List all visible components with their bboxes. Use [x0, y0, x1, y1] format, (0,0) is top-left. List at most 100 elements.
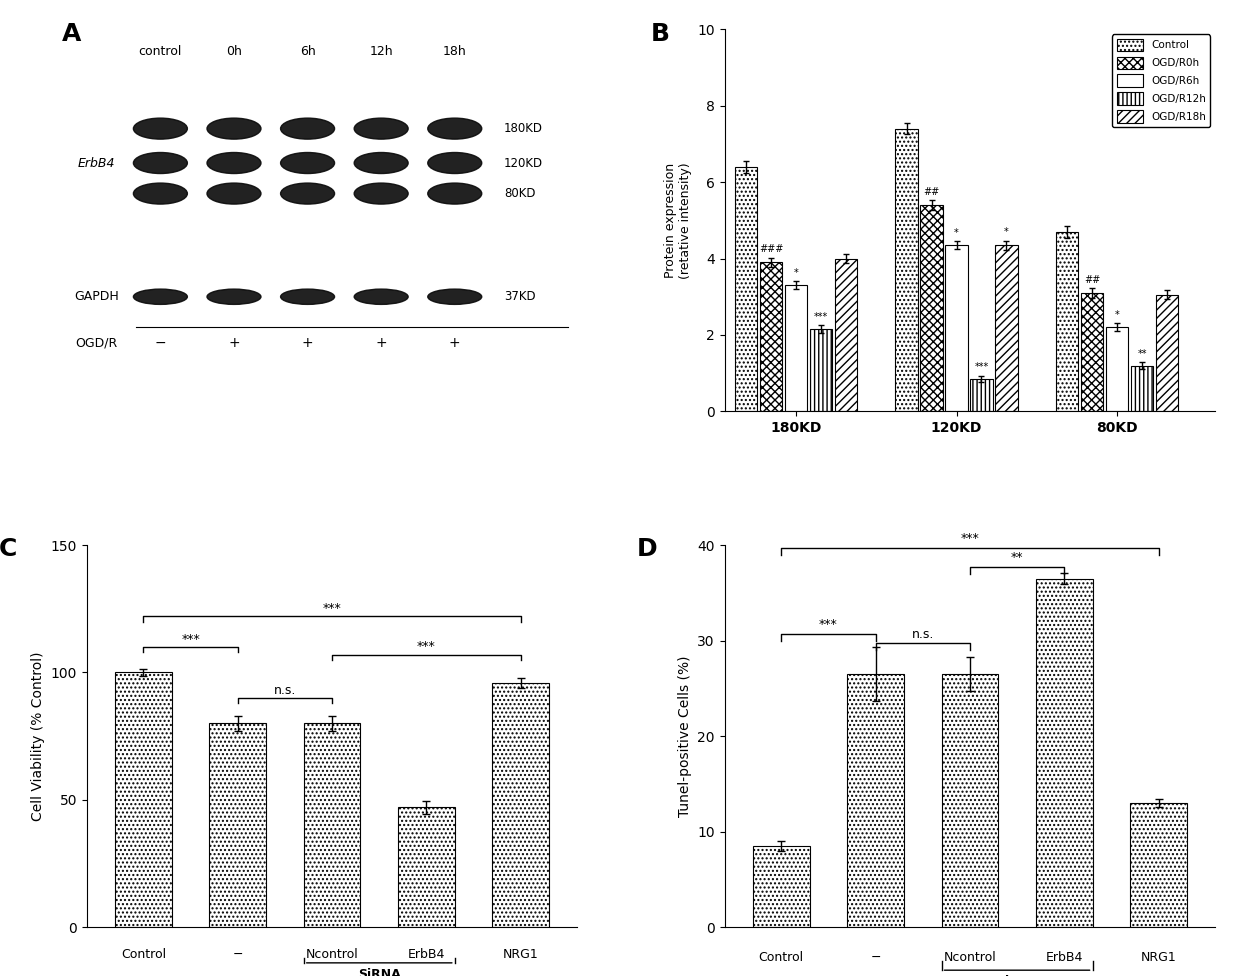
Text: −: −: [233, 948, 243, 960]
Text: −: −: [870, 951, 880, 964]
Text: B: B: [651, 21, 670, 46]
Text: **: **: [1137, 348, 1147, 358]
Ellipse shape: [428, 289, 481, 305]
Ellipse shape: [134, 152, 187, 174]
Text: ###: ###: [759, 244, 784, 254]
Ellipse shape: [280, 152, 335, 174]
Text: SiRNA: SiRNA: [358, 968, 401, 976]
Bar: [753, 846, 810, 927]
Text: *: *: [794, 267, 799, 277]
Text: ***: ***: [975, 362, 988, 372]
Bar: [835, 259, 857, 411]
Text: 37KD: 37KD: [503, 290, 536, 304]
Text: NRG1: NRG1: [503, 948, 538, 960]
Text: Ncontrol: Ncontrol: [306, 948, 358, 960]
Y-axis label: Protein expression
(retative intensity): Protein expression (retative intensity): [663, 162, 692, 278]
Text: C: C: [0, 538, 17, 561]
Ellipse shape: [428, 152, 481, 174]
Text: *: *: [954, 227, 959, 237]
Text: 6h: 6h: [300, 45, 315, 58]
Bar: [304, 723, 361, 927]
Bar: [1156, 295, 1178, 411]
Ellipse shape: [355, 289, 408, 305]
Text: *: *: [1004, 226, 1009, 237]
Bar: [492, 682, 549, 927]
Legend: Control, OGD/R0h, OGD/R6h, OGD/R12h, OGD/R18h: Control, OGD/R0h, OGD/R6h, OGD/R12h, OGD…: [1112, 34, 1210, 127]
Y-axis label: Cell Viability (% Control): Cell Viability (% Control): [31, 651, 45, 821]
Ellipse shape: [428, 118, 481, 140]
Text: n.s.: n.s.: [911, 628, 934, 640]
Text: SiRNA: SiRNA: [996, 975, 1038, 976]
Bar: [785, 285, 807, 411]
Bar: [1081, 293, 1104, 411]
Text: GAPDH: GAPDH: [74, 290, 119, 304]
Text: +: +: [449, 336, 460, 349]
Text: Control: Control: [759, 951, 804, 964]
Bar: [210, 723, 267, 927]
Text: 120KD: 120KD: [503, 156, 543, 170]
Text: +: +: [228, 336, 239, 349]
Text: control: control: [139, 45, 182, 58]
Bar: [735, 167, 758, 411]
Text: ErbB4: ErbB4: [78, 156, 115, 170]
Ellipse shape: [428, 183, 481, 204]
Text: D: D: [636, 538, 657, 561]
Bar: [920, 205, 942, 411]
Text: 180KD: 180KD: [503, 122, 543, 135]
Y-axis label: Tunel-positive Cells (%): Tunel-positive Cells (%): [678, 656, 692, 817]
Text: 18h: 18h: [443, 45, 466, 58]
Ellipse shape: [134, 183, 187, 204]
Text: ***: ***: [322, 602, 341, 615]
Ellipse shape: [207, 183, 260, 204]
Text: Control: Control: [120, 948, 166, 960]
Text: NRG1: NRG1: [1141, 951, 1177, 964]
Bar: [1131, 803, 1187, 927]
Ellipse shape: [355, 152, 408, 174]
Text: *: *: [1115, 309, 1120, 320]
Text: +: +: [376, 336, 387, 349]
Ellipse shape: [207, 152, 260, 174]
Text: ErbB4: ErbB4: [1045, 951, 1083, 964]
Text: ***: ***: [818, 618, 838, 631]
Ellipse shape: [355, 183, 408, 204]
Text: Ncontrol: Ncontrol: [944, 951, 996, 964]
Bar: [996, 245, 1018, 411]
Bar: [970, 379, 993, 411]
Bar: [760, 263, 782, 411]
Text: ***: ***: [961, 532, 980, 546]
Ellipse shape: [280, 183, 335, 204]
Text: n.s.: n.s.: [274, 683, 296, 697]
Text: 0h: 0h: [226, 45, 242, 58]
Text: ErbB4: ErbB4: [408, 948, 445, 960]
Text: ##: ##: [1084, 274, 1100, 285]
Ellipse shape: [355, 118, 408, 140]
Bar: [941, 674, 998, 927]
Text: **: **: [1011, 551, 1023, 564]
Text: −: −: [155, 336, 166, 349]
Bar: [810, 329, 832, 411]
Text: ***: ***: [181, 632, 200, 646]
Ellipse shape: [134, 289, 187, 305]
Text: ***: ***: [813, 311, 828, 321]
Bar: [1056, 231, 1079, 411]
Bar: [847, 674, 904, 927]
Bar: [1131, 366, 1153, 411]
Bar: [945, 245, 967, 411]
Bar: [1035, 579, 1092, 927]
Bar: [895, 129, 918, 411]
Text: +: +: [301, 336, 314, 349]
Ellipse shape: [207, 118, 260, 140]
Ellipse shape: [207, 289, 260, 305]
Ellipse shape: [134, 118, 187, 140]
Ellipse shape: [280, 118, 335, 140]
Text: 80KD: 80KD: [503, 187, 536, 200]
Text: ##: ##: [924, 186, 940, 196]
Ellipse shape: [280, 289, 335, 305]
Bar: [115, 672, 171, 927]
Bar: [398, 807, 455, 927]
Text: A: A: [62, 21, 82, 46]
Text: ***: ***: [417, 640, 435, 653]
Bar: [1106, 327, 1128, 411]
Text: OGD/R: OGD/R: [76, 336, 118, 349]
Text: 12h: 12h: [370, 45, 393, 58]
